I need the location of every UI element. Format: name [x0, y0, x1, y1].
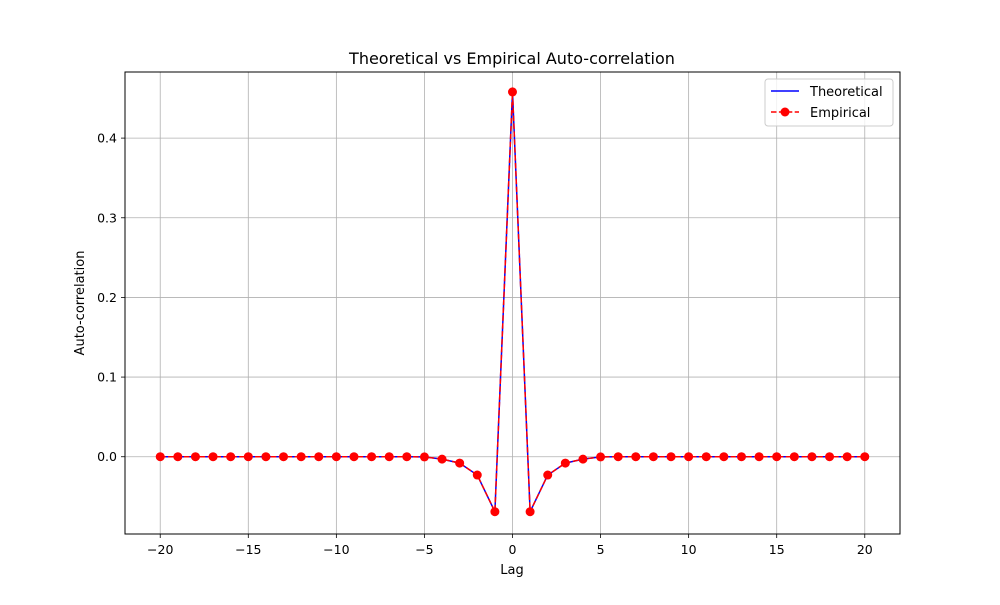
- empirical-data-point: [789, 452, 799, 462]
- empirical-data-point: [596, 452, 606, 462]
- empirical-data-point: [736, 452, 746, 462]
- empirical-data-point: [490, 507, 500, 517]
- empirical-data-point: [402, 452, 412, 462]
- empirical-data-point: [331, 452, 341, 462]
- empirical-data-point: [243, 452, 253, 462]
- empirical-data-point: [860, 452, 870, 462]
- empirical-data-point: [560, 458, 570, 468]
- x-tick-label: 15: [769, 542, 785, 557]
- x-tick-label: −10: [323, 542, 349, 557]
- empirical-data-point: [543, 470, 553, 480]
- x-tick-label: −15: [235, 542, 261, 557]
- empirical-data-point: [648, 452, 658, 462]
- empirical-data-point: [525, 507, 535, 517]
- empirical-data-point: [208, 452, 218, 462]
- empirical-data-point: [173, 452, 183, 462]
- x-tick-label: 5: [597, 542, 605, 557]
- empirical-data-point: [754, 452, 764, 462]
- empirical-data-point: [825, 452, 835, 462]
- empirical-data-point: [701, 452, 711, 462]
- x-tick-label: 0: [509, 542, 517, 557]
- empirical-data-point: [613, 452, 623, 462]
- y-tick-label: 0.3: [97, 210, 117, 225]
- x-tick-label: 20: [857, 542, 873, 557]
- legend-empirical-marker: [780, 107, 790, 117]
- empirical-data-point: [842, 452, 852, 462]
- chart-title: Theoretical vs Empirical Auto-correlatio…: [348, 49, 675, 68]
- empirical-data-point: [190, 452, 200, 462]
- y-tick-label: 0.0: [97, 449, 117, 464]
- empirical-data-point: [455, 458, 465, 468]
- empirical-data-point: [384, 452, 394, 462]
- empirical-data-point: [349, 452, 359, 462]
- empirical-data-point: [261, 452, 271, 462]
- legend-empirical-label: Empirical: [810, 106, 870, 121]
- y-axis-title: Auto-correlation: [73, 251, 88, 356]
- empirical-data-point: [684, 452, 694, 462]
- axis-ticks: −20 −15 −10 −5 0 5 10 15 20 0.0 0.1 0.2 0.3 0.4: [97, 131, 873, 557]
- empirical-data-point: [437, 454, 447, 464]
- empirical-data-point: [772, 452, 782, 462]
- y-tick-label: 0.1: [97, 370, 117, 385]
- y-tick-label: 0.4: [97, 131, 117, 146]
- x-axis-title: Lag: [500, 563, 523, 578]
- empirical-data-point: [314, 452, 324, 462]
- legend-theoretical-label: Theoretical: [809, 85, 883, 100]
- empirical-data-point: [279, 452, 289, 462]
- empirical-data-point: [508, 87, 517, 97]
- empirical-data-point: [631, 452, 641, 462]
- x-tick-label: −5: [415, 542, 433, 557]
- series-group: [155, 87, 870, 517]
- empirical-data-point: [472, 470, 482, 480]
- empirical-data-point: [578, 454, 588, 464]
- empirical-data-point: [155, 452, 165, 462]
- empirical-data-point: [367, 452, 377, 462]
- x-tick-label: −20: [147, 542, 173, 557]
- empirical-data-point: [226, 452, 236, 462]
- y-tick-label: 0.2: [97, 290, 117, 305]
- empirical-data-point: [719, 452, 729, 462]
- x-tick-label: 10: [681, 542, 697, 557]
- empirical-data-point: [296, 452, 306, 462]
- empirical-data-point: [666, 452, 676, 462]
- empirical-data-point: [419, 452, 429, 462]
- legend: Theoretical Empirical: [764, 78, 894, 127]
- empirical-data-point: [807, 452, 817, 462]
